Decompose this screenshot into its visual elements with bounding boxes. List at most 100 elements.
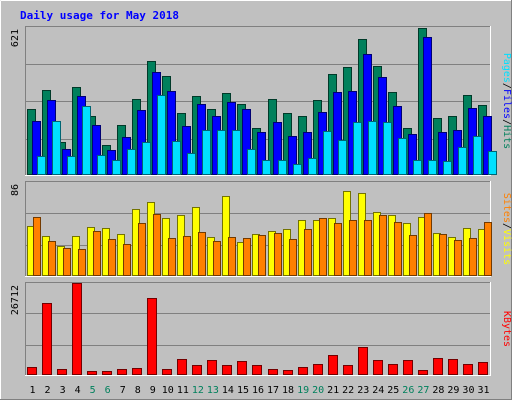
x-tick-label-day-23: 23	[357, 385, 369, 396]
x-tick-label-day-5: 5	[90, 385, 96, 396]
x-tick-label-day-20: 20	[312, 385, 324, 396]
legend-3: KBytes	[501, 311, 512, 347]
bar-sites-day-1	[33, 217, 41, 276]
bar-sites-day-10	[168, 238, 176, 276]
bar-sites-day-6	[108, 239, 116, 276]
bar-files-day-28	[438, 132, 447, 175]
bar-pages-day-15	[247, 149, 256, 175]
bar-pages-day-17	[278, 160, 287, 175]
bar-pages-day-18	[293, 164, 302, 175]
bar-files-day-5	[92, 125, 101, 175]
bar-pages-day-20	[323, 131, 332, 175]
legend-files: Files	[501, 89, 512, 119]
x-tick-label-day-7: 7	[120, 385, 126, 396]
bar-files-day-15	[242, 109, 251, 175]
bar-pages-day-14	[232, 130, 241, 175]
x-tick-label-day-8: 8	[135, 385, 141, 396]
x-tick-label-day-15: 15	[237, 385, 249, 396]
bar-kbytes-day-4	[72, 283, 82, 375]
x-tick-label-day-11: 11	[177, 385, 189, 396]
legend-pages: Pages	[501, 53, 512, 83]
panel-2: 86 Sites/Visits	[10, 181, 512, 277]
bar-visits-day-14	[222, 196, 230, 276]
bar-sites-day-9	[153, 214, 161, 276]
bar-kbytes-day-11	[177, 359, 187, 375]
x-tick-label-day-1: 1	[30, 385, 36, 396]
bar-pages-day-27	[428, 160, 437, 175]
bar-pages-day-28	[443, 161, 452, 175]
bar-pages-day-24	[383, 122, 392, 175]
x-tick-label-day-17: 17	[267, 385, 279, 396]
bar-pages-day-21	[338, 140, 347, 175]
y-max-label: 621	[10, 29, 21, 47]
bar-kbytes-day-31	[478, 362, 488, 375]
x-tick-label-day-13: 13	[207, 385, 219, 396]
y-max-label: 86	[10, 184, 21, 196]
bar-kbytes-day-7	[117, 369, 127, 375]
x-tick-label-day-6: 6	[105, 385, 111, 396]
bar-sites-day-16	[258, 235, 266, 276]
bar-files-day-1	[32, 121, 41, 175]
x-tick-label-day-21: 21	[327, 385, 339, 396]
bar-kbytes-day-3	[57, 369, 67, 375]
bar-kbytes-day-16	[252, 365, 262, 375]
bar-sites-day-31	[484, 222, 492, 276]
bar-kbytes-day-9	[147, 298, 157, 375]
bar-files-day-17	[273, 122, 282, 175]
bar-kbytes-day-18	[283, 370, 293, 375]
bar-pages-day-10	[172, 141, 181, 175]
bar-sites-day-12	[198, 232, 206, 276]
x-tick-label-day-28: 28	[432, 385, 444, 396]
bar-kbytes-day-12	[192, 365, 202, 375]
bar-pages-day-30	[473, 136, 482, 175]
bar-sites-day-13	[213, 241, 221, 276]
bar-sites-day-28	[439, 234, 447, 276]
bar-kbytes-day-13	[207, 360, 217, 375]
bar-kbytes-day-15	[237, 361, 247, 375]
bar-pages-day-8	[142, 142, 151, 175]
bar-files-day-23	[363, 54, 372, 175]
bar-pages-day-31	[488, 151, 497, 175]
bar-pages-day-9	[157, 95, 166, 175]
bar-pages-day-3	[67, 156, 76, 175]
bar-sites-day-20	[319, 218, 327, 276]
x-tick-label-day-3: 3	[60, 385, 66, 396]
bar-files-day-27	[423, 37, 432, 175]
x-tick-label-day-9: 9	[150, 385, 156, 396]
x-tick-label-day-10: 10	[162, 385, 174, 396]
bar-kbytes-day-25	[388, 364, 398, 375]
legend-separator: /	[501, 223, 512, 229]
bar-sites-day-17	[274, 233, 282, 276]
bar-sites-day-23	[364, 220, 372, 276]
bar-kbytes-day-21	[328, 355, 338, 375]
bar-kbytes-day-5	[87, 371, 97, 375]
bar-sites-day-11	[183, 236, 191, 276]
legend-visits: Visits	[501, 229, 512, 265]
legend-hits: Hits	[501, 125, 512, 149]
x-tick-label-day-22: 22	[342, 385, 354, 396]
bar-files-day-21	[333, 92, 342, 175]
bar-pages-day-4	[82, 106, 91, 175]
bar-sites-day-22	[349, 220, 357, 276]
x-tick-label-day-24: 24	[372, 385, 384, 396]
x-tick-label-day-31: 31	[477, 385, 489, 396]
bar-pages-day-29	[458, 147, 467, 175]
bar-pages-day-1	[37, 156, 46, 175]
panel-background	[25, 282, 491, 376]
bar-kbytes-day-23	[358, 347, 368, 375]
bar-pages-day-12	[202, 130, 211, 175]
bar-kbytes-day-20	[313, 364, 323, 375]
bar-sites-day-18	[289, 239, 297, 276]
legend-2: Sites/Visits	[501, 193, 512, 265]
bar-kbytes-day-28	[433, 358, 443, 375]
bar-pages-day-22	[353, 122, 362, 175]
x-tick-label-day-4: 4	[75, 385, 81, 396]
x-tick-label-day-26: 26	[402, 385, 414, 396]
x-tick-label-day-12: 12	[192, 385, 204, 396]
bar-kbytes-day-22	[343, 365, 353, 375]
bar-pages-day-13	[217, 130, 226, 175]
x-tick-label-day-25: 25	[387, 385, 399, 396]
bar-pages-day-11	[187, 153, 196, 175]
